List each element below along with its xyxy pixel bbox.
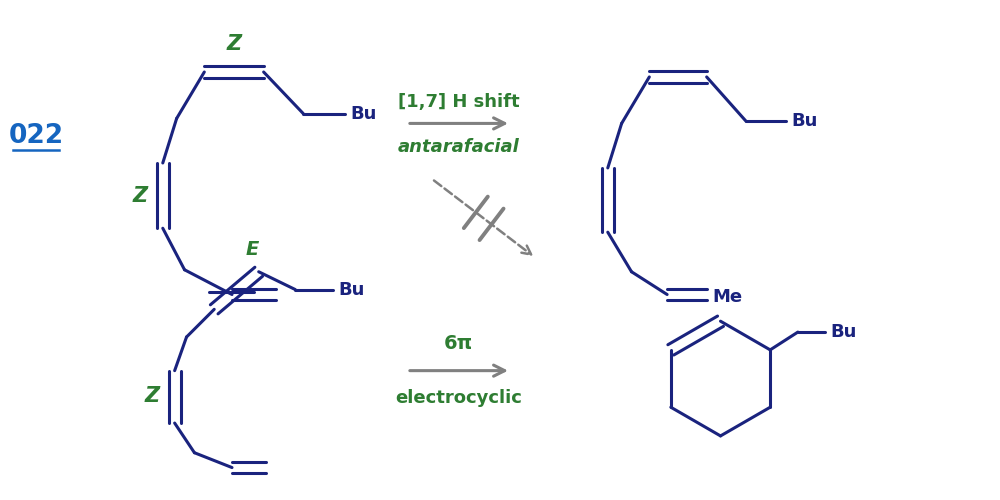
Text: Bu: Bu (339, 280, 365, 298)
Text: E: E (245, 240, 258, 260)
Text: Z: Z (226, 34, 242, 54)
Text: [1,7] H shift: [1,7] H shift (398, 92, 519, 110)
Text: electrocyclic: electrocyclic (395, 390, 522, 407)
Text: Bu: Bu (831, 323, 857, 341)
Text: Me: Me (713, 288, 743, 306)
Text: Bu: Bu (792, 112, 818, 130)
Text: Z: Z (132, 186, 148, 206)
Text: Bu: Bu (351, 104, 377, 122)
Text: antarafacial: antarafacial (398, 138, 519, 156)
Text: Z: Z (144, 386, 159, 406)
Text: 022: 022 (9, 124, 64, 150)
Text: 6π: 6π (444, 334, 473, 353)
